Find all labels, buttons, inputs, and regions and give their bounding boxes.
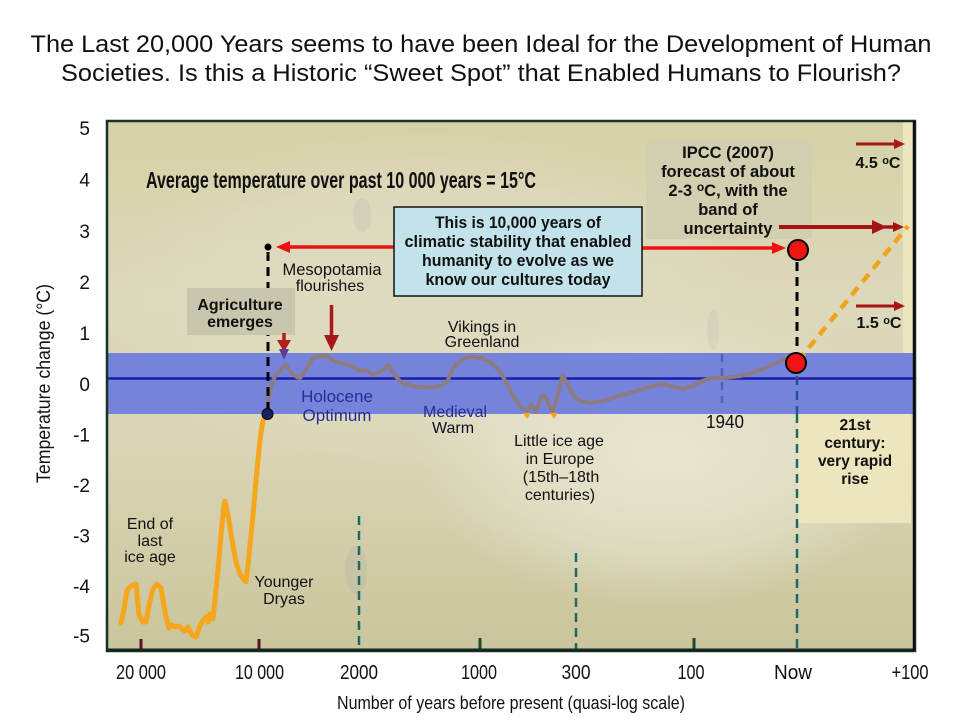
svg-text:+100: +100 — [892, 662, 929, 684]
svg-text:Mesopotamia: Mesopotamia — [282, 261, 382, 279]
svg-text:1.5 oC: 1.5 oC — [857, 315, 902, 332]
svg-text:0: 0 — [79, 375, 90, 396]
svg-text:This is 10,000 years of: This is 10,000 years of — [435, 214, 601, 232]
svg-text:2: 2 — [79, 273, 90, 294]
svg-text:very rapid: very rapid — [818, 453, 892, 470]
svg-text:Optimum: Optimum — [303, 406, 372, 425]
svg-text:Agriculture: Agriculture — [197, 297, 282, 314]
svg-text:The Last 20,000 Years seems to: The Last 20,000 Years seems to have been… — [31, 31, 932, 58]
svg-text:Vikings in: Vikings in — [448, 319, 516, 336]
svg-text:emerges: emerges — [207, 314, 273, 331]
svg-text:1: 1 — [79, 324, 90, 345]
svg-text:last: last — [138, 533, 163, 550]
svg-text:-1: -1 — [73, 426, 90, 447]
svg-text:-5: -5 — [73, 627, 90, 648]
svg-text:(15th–18th: (15th–18th — [523, 469, 600, 486]
svg-text:ice age: ice age — [124, 549, 176, 566]
svg-text:century:: century: — [824, 435, 885, 452]
svg-text:Dryas: Dryas — [263, 591, 305, 608]
svg-text:Temperature change (°C): Temperature change (°C) — [34, 284, 55, 483]
svg-text:5: 5 — [79, 119, 90, 140]
svg-text:3: 3 — [79, 222, 90, 243]
svg-text:300: 300 — [562, 662, 591, 684]
svg-text:20 000: 20 000 — [116, 662, 166, 684]
svg-text:-3: -3 — [73, 527, 90, 548]
svg-text:Societies. Is this a Historic: Societies. Is this a Historic “Sweet Spo… — [61, 60, 901, 87]
svg-text:2-3 oC, with the: 2-3 oC, with the — [668, 180, 787, 200]
svg-text:-2: -2 — [73, 476, 90, 497]
svg-text:IPCC (2007): IPCC (2007) — [682, 144, 774, 162]
svg-text:uncertainty: uncertainty — [684, 220, 774, 238]
svg-text:Warm: Warm — [432, 420, 474, 437]
svg-text:centuries): centuries) — [525, 487, 595, 504]
svg-text:humanity to evolve as we: humanity to evolve as we — [422, 252, 614, 270]
svg-text:Greenland: Greenland — [445, 334, 520, 351]
svg-text:21st: 21st — [839, 417, 870, 434]
svg-text:band of: band of — [698, 201, 758, 219]
svg-text:-4: -4 — [73, 577, 90, 598]
svg-text:1000: 1000 — [461, 662, 497, 684]
svg-text:Now: Now — [774, 662, 813, 684]
svg-text:climatic stability that enable: climatic stability that enabled — [405, 233, 632, 251]
svg-text:1940: 1940 — [706, 412, 744, 432]
svg-text:Little ice age: Little ice age — [514, 433, 604, 450]
svg-text:in Europe: in Europe — [526, 451, 595, 468]
svg-text:Medieval: Medieval — [423, 404, 487, 421]
svg-text:4.5 oC: 4.5 oC — [856, 155, 901, 172]
svg-text:10 000: 10 000 — [235, 662, 284, 684]
svg-text:Younger: Younger — [254, 574, 314, 591]
svg-text:End of: End of — [127, 516, 174, 533]
svg-text:Number of years before present: Number of years before present (quasi-lo… — [337, 693, 685, 713]
svg-text:forecast of about: forecast of about — [661, 163, 795, 181]
svg-text:4: 4 — [79, 171, 90, 192]
svg-text:Holocene: Holocene — [301, 387, 373, 406]
svg-text:rise: rise — [841, 471, 869, 488]
svg-text:Average temperature over past: Average temperature over past 10 000 yea… — [146, 167, 536, 193]
svg-text:2000: 2000 — [340, 662, 378, 684]
svg-text:flourishes: flourishes — [296, 278, 364, 295]
svg-text:know our cultures today: know our cultures today — [426, 271, 612, 289]
svg-text:100: 100 — [678, 662, 705, 684]
